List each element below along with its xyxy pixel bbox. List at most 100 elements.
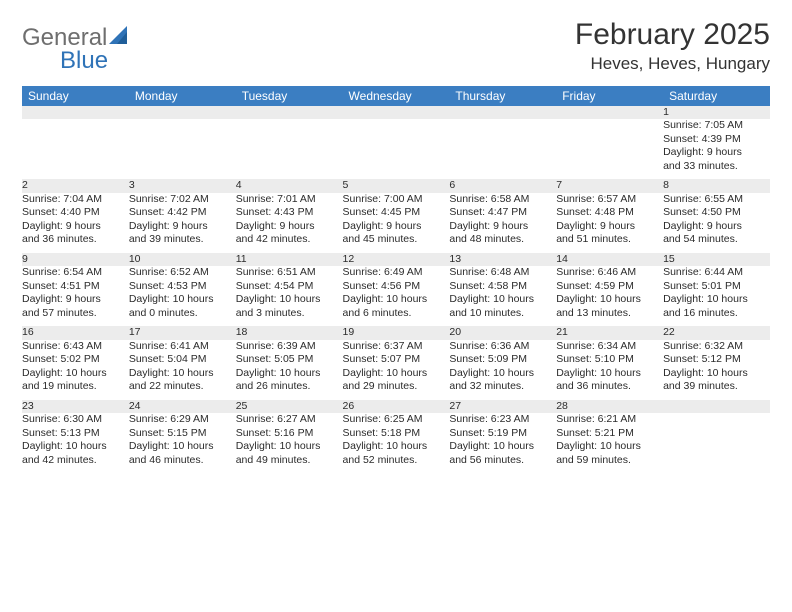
month-title: February 2025: [575, 18, 770, 52]
day-detail-cell: Sunrise: 6:49 AMSunset: 4:56 PMDaylight:…: [343, 266, 450, 326]
daylight-text-1: Daylight: 9 hours: [129, 220, 236, 233]
day-number-row: 16171819202122: [22, 326, 770, 339]
daylight-text-1: Daylight: 9 hours: [663, 146, 770, 159]
sunrise-text: Sunrise: 6:46 AM: [556, 266, 663, 279]
day-number-cell: 2: [22, 179, 129, 192]
sunrise-text: Sunrise: 7:02 AM: [129, 193, 236, 206]
daylight-text-1: Daylight: 10 hours: [663, 293, 770, 306]
daylight-text-1: Daylight: 10 hours: [22, 440, 129, 453]
day-number-cell: [129, 106, 236, 119]
day-detail-cell: Sunrise: 6:58 AMSunset: 4:47 PMDaylight:…: [449, 193, 556, 253]
day-detail-cell: [449, 119, 556, 179]
daylight-text-2: and 48 minutes.: [449, 233, 556, 246]
sunset-text: Sunset: 5:01 PM: [663, 280, 770, 293]
daylight-text-1: Daylight: 9 hours: [22, 293, 129, 306]
sunset-text: Sunset: 5:15 PM: [129, 427, 236, 440]
sunset-text: Sunset: 5:09 PM: [449, 353, 556, 366]
weekday-header: Tuesday: [236, 86, 343, 106]
sunset-text: Sunset: 5:19 PM: [449, 427, 556, 440]
day-detail-cell: Sunrise: 6:43 AMSunset: 5:02 PMDaylight:…: [22, 340, 129, 400]
day-detail-cell: Sunrise: 7:05 AMSunset: 4:39 PMDaylight:…: [663, 119, 770, 179]
day-number-cell: [343, 106, 450, 119]
sunset-text: Sunset: 5:02 PM: [22, 353, 129, 366]
sunset-text: Sunset: 4:56 PM: [343, 280, 450, 293]
sunrise-text: Sunrise: 7:04 AM: [22, 193, 129, 206]
sunrise-text: Sunrise: 6:44 AM: [663, 266, 770, 279]
sunrise-text: Sunrise: 6:41 AM: [129, 340, 236, 353]
day-number-cell: 23: [22, 400, 129, 413]
sunset-text: Sunset: 4:48 PM: [556, 206, 663, 219]
day-number-cell: 17: [129, 326, 236, 339]
sunset-text: Sunset: 4:58 PM: [449, 280, 556, 293]
day-detail-cell: Sunrise: 6:54 AMSunset: 4:51 PMDaylight:…: [22, 266, 129, 326]
day-detail-row: Sunrise: 6:54 AMSunset: 4:51 PMDaylight:…: [22, 266, 770, 326]
brand-word-2: Blue: [60, 49, 131, 73]
day-detail-cell: Sunrise: 7:00 AMSunset: 4:45 PMDaylight:…: [343, 193, 450, 253]
sunrise-text: Sunrise: 6:51 AM: [236, 266, 343, 279]
day-number-cell: 21: [556, 326, 663, 339]
sunset-text: Sunset: 5:05 PM: [236, 353, 343, 366]
header: General Blue February 2025 Heves, Heves,…: [22, 18, 770, 74]
daylight-text-2: and 51 minutes.: [556, 233, 663, 246]
daylight-text-2: and 59 minutes.: [556, 454, 663, 467]
daylight-text-2: and 26 minutes.: [236, 380, 343, 393]
day-number-row: 2345678: [22, 179, 770, 192]
day-detail-cell: Sunrise: 6:51 AMSunset: 4:54 PMDaylight:…: [236, 266, 343, 326]
daylight-text-1: Daylight: 9 hours: [556, 220, 663, 233]
day-number-cell: 8: [663, 179, 770, 192]
day-number-cell: 22: [663, 326, 770, 339]
daylight-text-1: Daylight: 10 hours: [129, 293, 236, 306]
daylight-text-1: Daylight: 9 hours: [22, 220, 129, 233]
sunrise-text: Sunrise: 6:55 AM: [663, 193, 770, 206]
day-number-cell: 12: [343, 253, 450, 266]
sunset-text: Sunset: 4:53 PM: [129, 280, 236, 293]
day-number-row: 9101112131415: [22, 253, 770, 266]
sunset-text: Sunset: 5:21 PM: [556, 427, 663, 440]
day-number-cell: 18: [236, 326, 343, 339]
weekday-header: Thursday: [449, 86, 556, 106]
day-detail-cell: Sunrise: 6:23 AMSunset: 5:19 PMDaylight:…: [449, 413, 556, 473]
calendar-table: SundayMondayTuesdayWednesdayThursdayFrid…: [22, 86, 770, 473]
weekday-header: Sunday: [22, 86, 129, 106]
day-number-cell: 20: [449, 326, 556, 339]
day-number-cell: 27: [449, 400, 556, 413]
location-label: Heves, Heves, Hungary: [575, 54, 770, 74]
daylight-text-1: Daylight: 10 hours: [236, 367, 343, 380]
sunset-text: Sunset: 5:13 PM: [22, 427, 129, 440]
sunset-text: Sunset: 4:42 PM: [129, 206, 236, 219]
daylight-text-1: Daylight: 9 hours: [236, 220, 343, 233]
day-number-cell: 15: [663, 253, 770, 266]
sunrise-text: Sunrise: 6:34 AM: [556, 340, 663, 353]
sunset-text: Sunset: 5:10 PM: [556, 353, 663, 366]
sunrise-text: Sunrise: 7:00 AM: [343, 193, 450, 206]
day-detail-cell: Sunrise: 6:30 AMSunset: 5:13 PMDaylight:…: [22, 413, 129, 473]
sunrise-text: Sunrise: 6:48 AM: [449, 266, 556, 279]
sunset-text: Sunset: 4:50 PM: [663, 206, 770, 219]
sunset-text: Sunset: 4:47 PM: [449, 206, 556, 219]
sunrise-text: Sunrise: 6:21 AM: [556, 413, 663, 426]
daylight-text-2: and 42 minutes.: [22, 454, 129, 467]
day-number-cell: 28: [556, 400, 663, 413]
daylight-text-1: Daylight: 10 hours: [556, 293, 663, 306]
daylight-text-2: and 56 minutes.: [449, 454, 556, 467]
sunset-text: Sunset: 5:12 PM: [663, 353, 770, 366]
weekday-header: Saturday: [663, 86, 770, 106]
day-number-cell: [556, 106, 663, 119]
daylight-text-1: Daylight: 10 hours: [129, 440, 236, 453]
daylight-text-1: Daylight: 10 hours: [129, 367, 236, 380]
sunrise-text: Sunrise: 6:54 AM: [22, 266, 129, 279]
day-number-cell: 4: [236, 179, 343, 192]
day-number-cell: [236, 106, 343, 119]
day-number-cell: 3: [129, 179, 236, 192]
sunset-text: Sunset: 5:16 PM: [236, 427, 343, 440]
day-detail-cell: Sunrise: 6:27 AMSunset: 5:16 PMDaylight:…: [236, 413, 343, 473]
daylight-text-1: Daylight: 10 hours: [343, 293, 450, 306]
day-number-cell: [449, 106, 556, 119]
sunrise-text: Sunrise: 6:43 AM: [22, 340, 129, 353]
sunset-text: Sunset: 4:40 PM: [22, 206, 129, 219]
weekday-header: Wednesday: [343, 86, 450, 106]
day-detail-cell: Sunrise: 6:25 AMSunset: 5:18 PMDaylight:…: [343, 413, 450, 473]
daylight-text-1: Daylight: 9 hours: [343, 220, 450, 233]
daylight-text-2: and 33 minutes.: [663, 160, 770, 173]
weekday-header: Monday: [129, 86, 236, 106]
